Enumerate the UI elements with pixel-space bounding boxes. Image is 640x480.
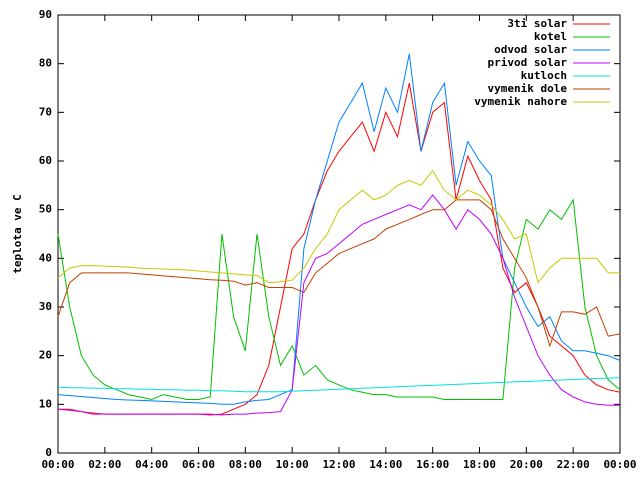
x-tick-label: 02:00 xyxy=(88,458,121,471)
y-tick-label: 50 xyxy=(39,203,52,216)
legend-label: kutloch xyxy=(521,69,567,82)
series-line xyxy=(57,194,620,416)
x-tick-label: 10:00 xyxy=(276,458,309,471)
x-tick-label: 18:00 xyxy=(463,458,496,471)
y-tick-label: 60 xyxy=(39,154,52,167)
x-tick-label: 06:00 xyxy=(182,458,215,471)
legend-label: vymenik nahore xyxy=(474,95,567,108)
series-line xyxy=(57,169,620,284)
x-tick-label: 00:00 xyxy=(41,458,74,471)
y-tick-label: 20 xyxy=(39,349,52,362)
y-tick-label: 80 xyxy=(39,57,52,70)
x-tick-label: 16:00 xyxy=(416,458,449,471)
legend-label: privod solar xyxy=(488,56,568,69)
y-tick-label: 10 xyxy=(39,397,52,410)
legend-label: vymenik dole xyxy=(488,82,568,95)
y-tick-label: 90 xyxy=(39,8,52,21)
y-tick-label: 30 xyxy=(39,300,52,313)
series-line xyxy=(57,377,621,393)
x-tick-label: 14:00 xyxy=(369,458,402,471)
legend-label: 3ti solar xyxy=(507,17,567,30)
y-tick-label: 0 xyxy=(45,446,52,459)
legend-label: kotel xyxy=(534,30,567,43)
legend-label: odvod solar xyxy=(494,43,567,56)
series-line xyxy=(57,199,621,348)
series-line xyxy=(57,198,621,401)
y-tick-label: 70 xyxy=(39,105,52,118)
x-tick-label: 08:00 xyxy=(229,458,262,471)
y-tick-label: 40 xyxy=(39,251,52,264)
x-tick-label: 04:00 xyxy=(135,458,168,471)
x-tick-label: 00:00 xyxy=(603,458,636,471)
series-line xyxy=(57,53,621,405)
x-tick-label: 12:00 xyxy=(322,458,355,471)
x-tick-label: 22:00 xyxy=(557,458,590,471)
y-axis-label: teplota ve C xyxy=(11,194,24,273)
series-line xyxy=(58,82,621,416)
x-tick-label: 20:00 xyxy=(510,458,543,471)
